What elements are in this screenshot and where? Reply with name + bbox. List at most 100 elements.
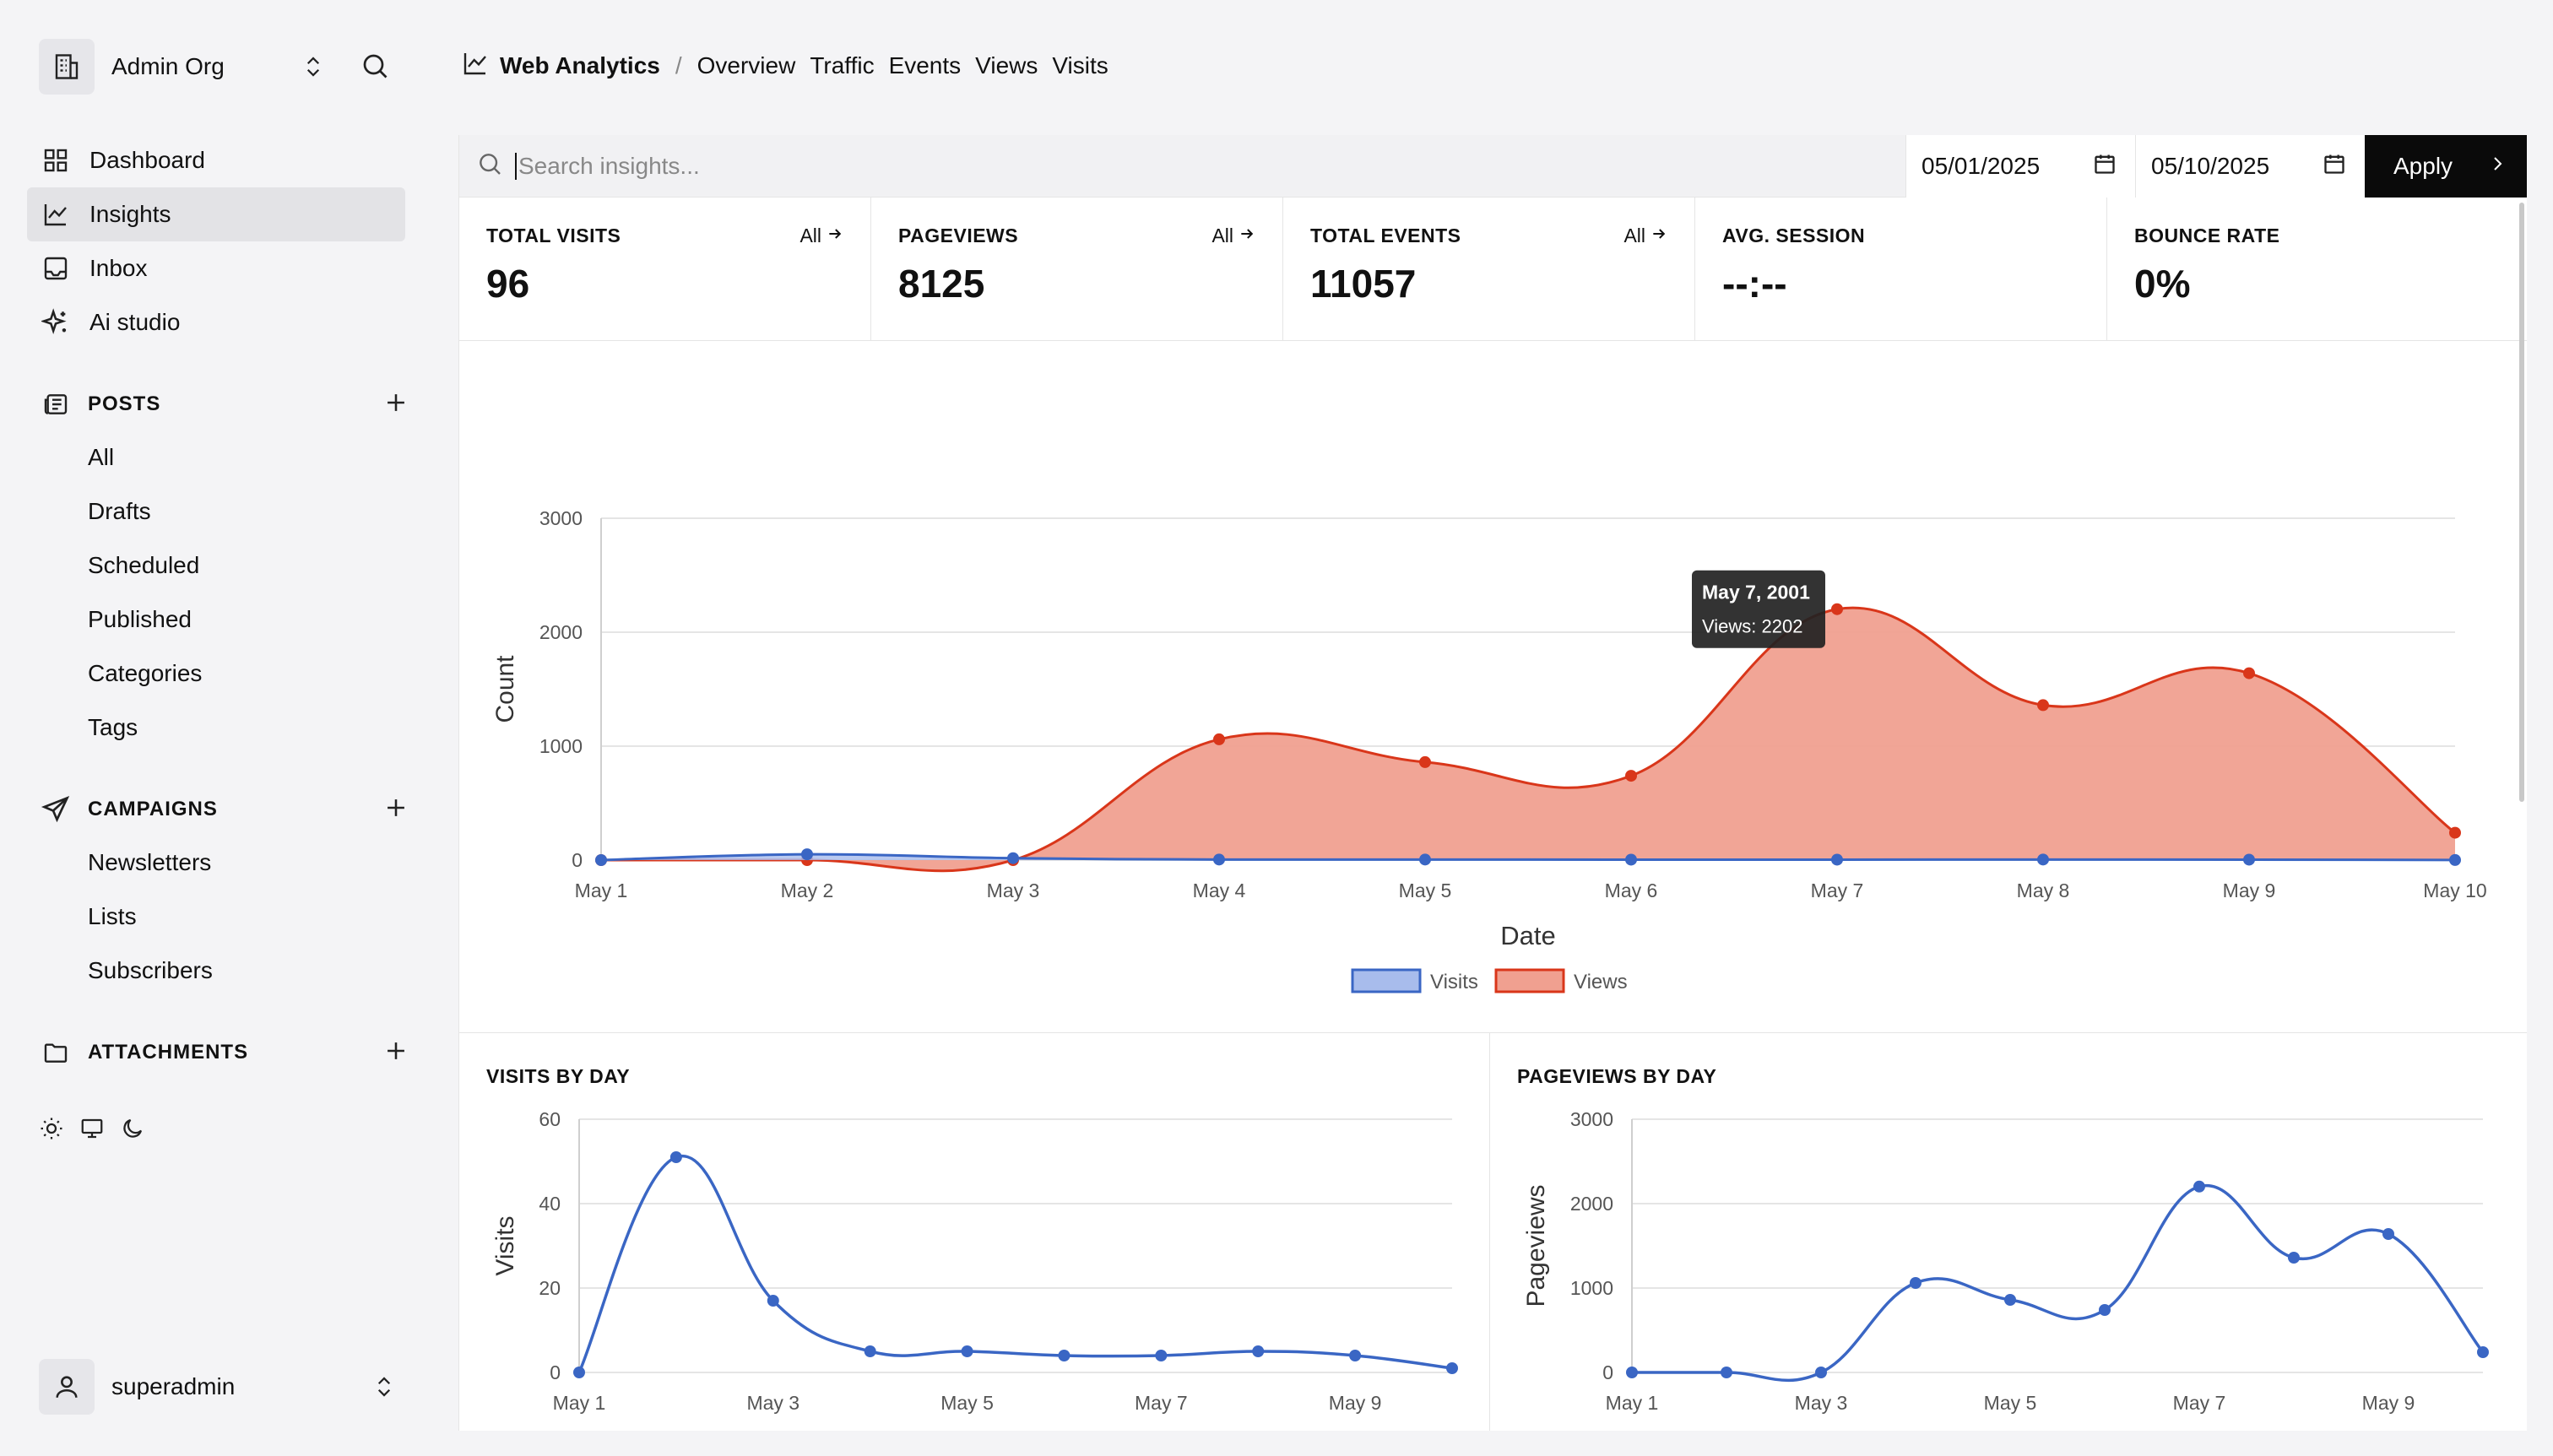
section-posts: POSTS bbox=[39, 383, 410, 425]
search-input[interactable] bbox=[515, 152, 1866, 180]
chevron-right-icon bbox=[2487, 152, 2507, 181]
posts-item-tags[interactable]: Tags bbox=[88, 714, 138, 740]
tab-traffic[interactable]: Traffic bbox=[810, 52, 875, 78]
stat-label: AVG. SESSION bbox=[1722, 225, 1866, 246]
visits-point bbox=[595, 854, 607, 866]
series-point bbox=[1349, 1350, 1362, 1361]
stat-value: --:-- bbox=[1722, 262, 1787, 306]
series-line bbox=[577, 1154, 1453, 1373]
x-tick-label: May 7 bbox=[1811, 880, 1864, 901]
chevrons-up-down-icon[interactable] bbox=[301, 52, 326, 85]
y-tick-label: 40 bbox=[539, 1193, 561, 1215]
campaigns-item-lists[interactable]: Lists bbox=[88, 903, 137, 929]
visits-point bbox=[1419, 853, 1431, 866]
moon-icon[interactable] bbox=[120, 1116, 145, 1145]
nav-item-insights[interactable]: Insights bbox=[27, 187, 405, 241]
add-post-button[interactable] bbox=[382, 388, 410, 421]
series-point bbox=[1815, 1367, 1827, 1378]
sparkle-icon bbox=[41, 307, 71, 338]
nav-item-ai-studio[interactable]: Ai studio bbox=[27, 295, 405, 349]
add-campaign-button[interactable] bbox=[382, 793, 410, 826]
arrow-right-icon bbox=[1651, 225, 1667, 247]
series-point bbox=[767, 1295, 779, 1307]
calendar-icon[interactable] bbox=[2093, 152, 2117, 181]
y-axis-label: Pageviews bbox=[1522, 1184, 1550, 1307]
visits-point bbox=[1213, 853, 1225, 866]
stat-all-label: All bbox=[1211, 225, 1233, 246]
nav-item-dashboard[interactable]: Dashboard bbox=[27, 133, 405, 187]
newspaper-icon bbox=[39, 387, 73, 421]
y-tick-label: 1000 bbox=[1570, 1277, 1613, 1299]
posts-item-drafts[interactable]: Drafts bbox=[88, 498, 151, 524]
views-point bbox=[2449, 826, 2461, 839]
x-tick-label: May 7 bbox=[1135, 1392, 1188, 1414]
inbox-icon bbox=[41, 253, 71, 284]
y-tick-label: 0 bbox=[572, 849, 583, 871]
x-tick-label: May 1 bbox=[1606, 1392, 1659, 1414]
user-menu[interactable]: superadmin bbox=[39, 1359, 410, 1415]
x-tick-label: May 9 bbox=[1329, 1392, 1382, 1414]
date-to-field[interactable]: 05/10/2025 bbox=[2135, 135, 2365, 198]
campaigns-item-subscribers[interactable]: Subscribers bbox=[88, 957, 213, 983]
series-point bbox=[2004, 1294, 2016, 1306]
apply-label: Apply bbox=[2393, 153, 2453, 179]
visits-point bbox=[2243, 853, 2255, 866]
chart-line-icon bbox=[461, 50, 490, 83]
posts-item-published[interactable]: Published bbox=[88, 606, 192, 632]
date-from-value: 05/01/2025 bbox=[1922, 153, 2041, 179]
stat-all-link[interactable]: All bbox=[1623, 225, 1667, 247]
visits-by-day-panel: VISITS BY DAY 0 20 40 60 May 1 May 3 May 5 May … bbox=[459, 1033, 1489, 1431]
search-icon bbox=[476, 150, 503, 181]
date-to-value: 05/10/2025 bbox=[2151, 153, 2270, 179]
x-tick-label: May 7 bbox=[2173, 1392, 2226, 1414]
monitor-icon[interactable] bbox=[79, 1116, 105, 1145]
series-point bbox=[2477, 1346, 2489, 1358]
series-point bbox=[961, 1345, 973, 1357]
campaigns-item-newsletters[interactable]: Newsletters bbox=[88, 849, 212, 875]
x-axis-label: Date bbox=[1500, 921, 1555, 950]
calendar-icon[interactable] bbox=[2323, 152, 2346, 181]
stat-value: 0% bbox=[2134, 262, 2191, 306]
posts-item-categories[interactable]: Categories bbox=[88, 660, 203, 686]
scrollbar[interactable] bbox=[2519, 203, 2524, 802]
nav-item-inbox[interactable]: Inbox bbox=[27, 241, 405, 295]
apply-button[interactable]: Apply bbox=[2365, 135, 2527, 198]
x-tick-label: May 3 bbox=[987, 880, 1040, 901]
search-icon[interactable] bbox=[360, 51, 390, 85]
y-tick-label: 3000 bbox=[539, 507, 583, 529]
date-from-field[interactable]: 05/01/2025 bbox=[1905, 135, 2135, 198]
tab-views[interactable]: Views bbox=[975, 52, 1038, 78]
tab-events[interactable]: Events bbox=[888, 52, 962, 78]
y-axis-label: Count bbox=[491, 655, 519, 723]
stat-bounce-rate: BOUNCE RATE 0% bbox=[2107, 198, 2519, 341]
visits-line bbox=[600, 852, 2456, 862]
y-tick-label: 3000 bbox=[1570, 1108, 1613, 1130]
stat-total-events: TOTAL EVENTS 11057 All bbox=[1283, 198, 1695, 341]
x-tick-label: May 9 bbox=[2362, 1392, 2415, 1414]
posts-item-all[interactable]: All bbox=[88, 444, 115, 470]
stat-label: PAGEVIEWS bbox=[898, 225, 1019, 246]
x-tick-label: May 5 bbox=[1984, 1392, 2037, 1414]
nav-label: Inbox bbox=[89, 255, 148, 281]
stat-all-link[interactable]: All bbox=[800, 225, 843, 247]
tab-overview[interactable]: Overview bbox=[697, 52, 796, 78]
chevrons-up-down-icon[interactable] bbox=[371, 1372, 397, 1405]
sun-icon[interactable] bbox=[39, 1116, 64, 1145]
posts-item-scheduled[interactable]: Scheduled bbox=[88, 552, 200, 578]
add-attachment-button[interactable] bbox=[382, 1037, 410, 1069]
stat-all-link[interactable]: All bbox=[1211, 225, 1255, 247]
main-nav: Dashboard Insights Inbox Ai studio bbox=[27, 133, 405, 349]
stat-label: TOTAL EVENTS bbox=[1310, 225, 1461, 246]
tab-visits[interactable]: Visits bbox=[1052, 52, 1108, 78]
series-line bbox=[1632, 1183, 2485, 1383]
visits-by-day-chart: 0 20 40 60 May 1 May 3 May 5 May 7 May 9 Visits bbox=[491, 1108, 1458, 1414]
breadcrumb-app[interactable]: Web Analytics bbox=[500, 52, 660, 78]
series-point bbox=[2288, 1252, 2300, 1264]
series-point bbox=[1626, 1367, 1638, 1378]
org-switcher[interactable]: Admin Org bbox=[39, 39, 410, 95]
visits-point bbox=[2449, 853, 2461, 866]
search-box[interactable] bbox=[459, 135, 1905, 198]
y-tick-label: 2000 bbox=[1570, 1193, 1613, 1215]
folder-icon bbox=[39, 1036, 73, 1069]
y-tick-label: 60 bbox=[539, 1108, 561, 1130]
